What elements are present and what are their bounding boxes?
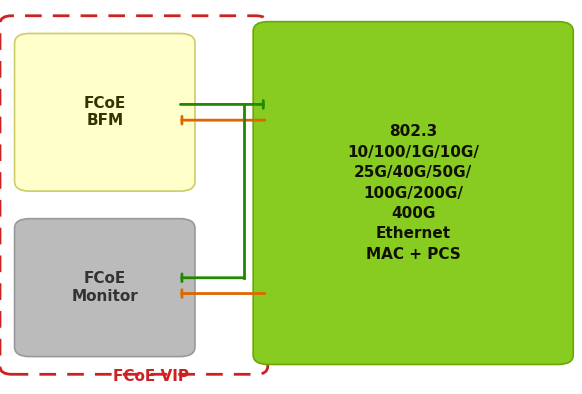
Text: FCoE
Monitor: FCoE Monitor <box>72 271 138 304</box>
Text: FCoE
BFM: FCoE BFM <box>84 96 126 128</box>
FancyBboxPatch shape <box>253 22 573 364</box>
Text: 802.3
10/100/1G/10G/
25G/40G/50G/
100G/200G/
400G
Ethernet
MAC + PCS: 802.3 10/100/1G/10G/ 25G/40G/50G/ 100G/2… <box>347 125 479 262</box>
FancyBboxPatch shape <box>15 219 195 357</box>
FancyBboxPatch shape <box>15 33 195 191</box>
Text: FCoE VIP: FCoE VIP <box>113 369 189 384</box>
